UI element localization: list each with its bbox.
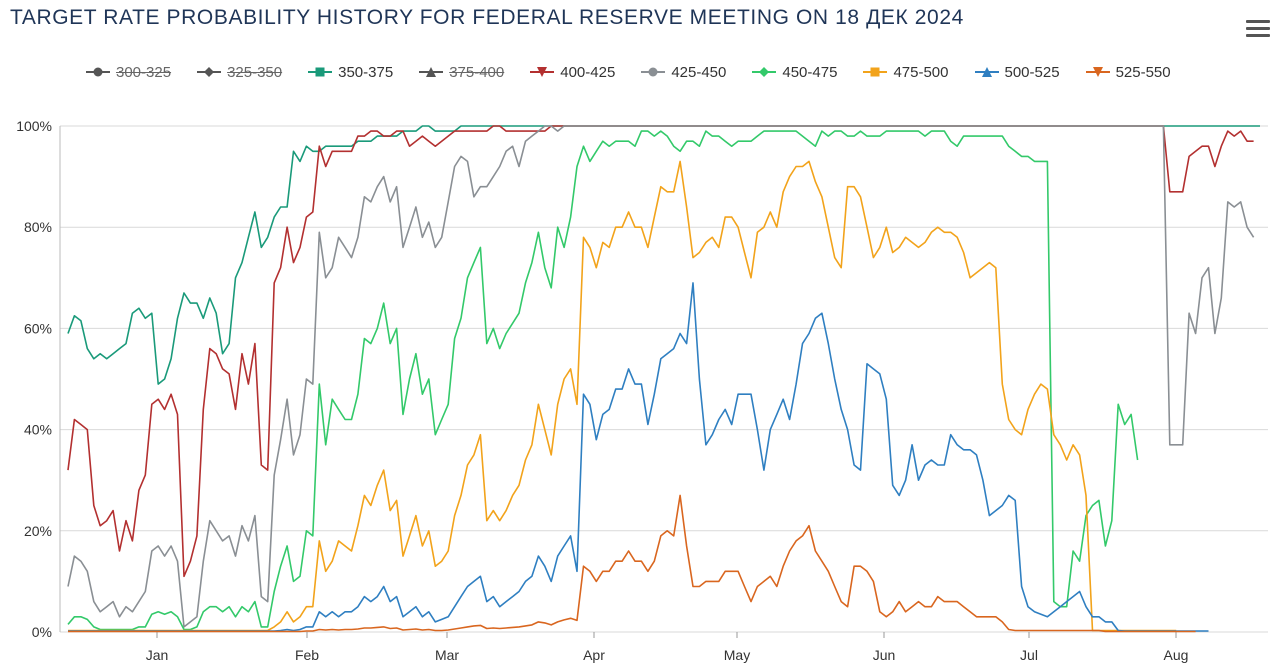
legend-marker-icon bbox=[419, 67, 444, 77]
legend-item-375-400[interactable]: 375-400 bbox=[419, 60, 504, 84]
series-line-525-550 bbox=[68, 494, 1196, 633]
y-tick-label: 60% bbox=[24, 320, 52, 336]
legend-label: 300-325 bbox=[116, 63, 172, 81]
series-line-400-425 bbox=[67, 125, 1254, 578]
x-tick-label: Jan bbox=[146, 647, 169, 663]
legend-label: 350-375 bbox=[338, 63, 394, 81]
y-tick-label: 100% bbox=[16, 118, 52, 134]
x-tick-label: Feb bbox=[295, 647, 319, 663]
legend-item-525-550[interactable]: 525-550 bbox=[1085, 60, 1171, 84]
legend-item-475-500[interactable]: 475-500 bbox=[863, 60, 949, 84]
legend-label: 525-550 bbox=[1115, 63, 1171, 81]
x-tick-label: May bbox=[724, 647, 750, 663]
legend-marker-icon bbox=[197, 67, 222, 77]
legend-item-300-325[interactable]: 300-325 bbox=[86, 60, 171, 84]
legend-marker-icon bbox=[308, 67, 333, 77]
y-tick-label: 20% bbox=[24, 523, 52, 539]
series-line-350-375 bbox=[67, 125, 1260, 385]
legend-marker-icon bbox=[863, 67, 888, 77]
legend-item-325-350[interactable]: 325-350 bbox=[197, 60, 282, 84]
legend-item-350-375[interactable]: 350-375 bbox=[308, 60, 393, 84]
legend-item-400-425[interactable]: 400-425 bbox=[530, 60, 615, 84]
series-line-450-475 bbox=[67, 130, 1139, 631]
hamburger-menu-icon[interactable] bbox=[1246, 20, 1270, 40]
y-tick-label: 80% bbox=[24, 219, 52, 235]
legend-marker-icon bbox=[752, 67, 777, 77]
legend-item-425-450[interactable]: 425-450 bbox=[641, 60, 726, 84]
x-tick-label: Mar bbox=[435, 647, 459, 663]
legend-marker-icon bbox=[641, 67, 666, 77]
legend: 300-325 325-350 350-375 375-400 400-425 … bbox=[86, 60, 1236, 84]
legend-label: 325-350 bbox=[227, 63, 283, 81]
x-tick-label: Jul bbox=[1020, 647, 1038, 663]
series-line-500-525 bbox=[68, 282, 1209, 632]
x-tick-label: Jun bbox=[873, 647, 896, 663]
legend-item-450-475[interactable]: 450-475 bbox=[752, 60, 837, 84]
legend-item-500-525[interactable]: 500-525 bbox=[974, 60, 1060, 84]
legend-marker-icon bbox=[974, 67, 999, 77]
legend-label: 500-525 bbox=[1004, 63, 1060, 81]
legend-label: 475-500 bbox=[893, 63, 949, 81]
x-tick-label: Aug bbox=[1164, 647, 1189, 663]
y-tick-label: 0% bbox=[32, 624, 52, 640]
series-line-425-450 bbox=[67, 125, 1255, 628]
chart-title: TARGET RATE PROBABILITY HISTORY FOR FEDE… bbox=[10, 6, 964, 29]
y-tick-label: 40% bbox=[24, 422, 52, 438]
legend-label: 425-450 bbox=[671, 63, 727, 81]
legend-marker-icon bbox=[530, 67, 555, 77]
legend-label: 400-425 bbox=[560, 63, 616, 81]
legend-marker-icon bbox=[86, 67, 110, 77]
legend-label: 375-400 bbox=[449, 63, 505, 81]
legend-marker-icon bbox=[1085, 67, 1110, 77]
legend-label: 450-475 bbox=[782, 63, 838, 81]
x-tick-label: Apr bbox=[583, 647, 605, 663]
